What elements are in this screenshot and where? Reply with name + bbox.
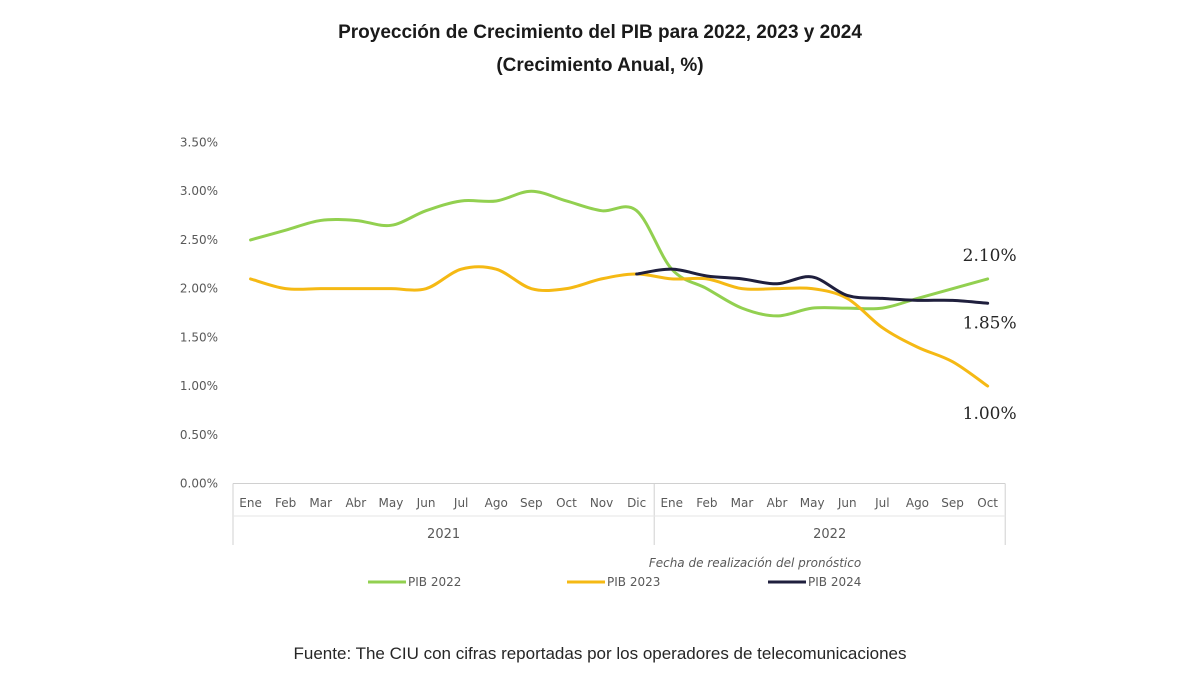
chart-subtitle: (Crecimiento Anual, %) (496, 55, 703, 76)
x-axis-title: Fecha de realización del pronóstico (649, 556, 861, 570)
data-label: 2.10% (963, 246, 1017, 266)
y-tick-label: 1.50% (180, 330, 218, 344)
x-tick-label: Feb (696, 496, 717, 510)
x-tick-label: May (379, 496, 404, 510)
annotation-layer: 2.10% 1.85% 1.00% (963, 246, 1017, 424)
x-tick-label: May (800, 496, 825, 510)
x-tick-label: Ene (660, 496, 683, 510)
x-tick-label: Mar (731, 496, 754, 510)
legend-label-pib-2024: PIB 2024 (808, 575, 861, 589)
x-year-label: 2021 (427, 527, 460, 542)
x-tick-label: Jul (874, 496, 889, 510)
x-tick-label: Nov (590, 496, 613, 510)
series-line-pib-2022 (249, 189, 990, 318)
legend-label-pib-2022: PIB 2022 (408, 575, 461, 589)
x-tick-label: Oct (977, 496, 998, 510)
chart-title: Proyección de Crecimiento del PIB para 2… (338, 22, 862, 43)
x-tick-label: Abr (767, 496, 788, 510)
source-note: Fuente: The CIU con cifras reportadas po… (294, 644, 907, 663)
y-tick-label: 3.00% (180, 184, 218, 198)
x-tick-label: Jun (837, 496, 857, 510)
data-label: 1.85% (963, 313, 1017, 333)
x-tick-label: Abr (345, 496, 366, 510)
x-tick-label: Mar (309, 496, 332, 510)
series-layer (249, 189, 990, 388)
x-tick-label: Feb (275, 496, 296, 510)
y-tick-label: 1.00% (180, 379, 218, 393)
x-axis: Ene Feb Mar Abr May Jun Jul Ago Sep Oct Nov Dic Ene F… (232, 483, 1006, 545)
y-tick-label: 2.50% (180, 233, 218, 247)
x-tick-label: Oct (556, 496, 577, 510)
y-tick-label: 0.50% (180, 428, 218, 442)
x-year-label: 2022 (813, 527, 846, 542)
x-tick-label: Dic (627, 496, 646, 510)
legend-label-pib-2023: PIB 2023 (607, 575, 660, 589)
x-tick-label: Ene (239, 496, 262, 510)
x-tick-label: Ago (485, 496, 508, 510)
x-tick-label: Ago (906, 496, 929, 510)
legend: PIB 2022 PIB 2023 PIB 2024 (368, 575, 861, 589)
x-tick-label: Jul (453, 496, 468, 510)
y-tick-label: 2.00% (180, 282, 218, 296)
x-tick-label: Jun (416, 496, 436, 510)
x-tick-label: Sep (520, 496, 543, 510)
y-tick-label: 3.50% (180, 136, 218, 150)
x-tick-label: Sep (941, 496, 964, 510)
data-label: 1.00% (963, 404, 1017, 424)
series-line-pib-2024 (635, 267, 990, 305)
series-line-pib-2023 (249, 265, 990, 388)
y-tick-label: 0.00% (180, 477, 218, 491)
y-axis: 3.50% 3.00% 2.50% 2.00% 1.50% 1.00% 0.50% 0.00% (180, 136, 218, 491)
